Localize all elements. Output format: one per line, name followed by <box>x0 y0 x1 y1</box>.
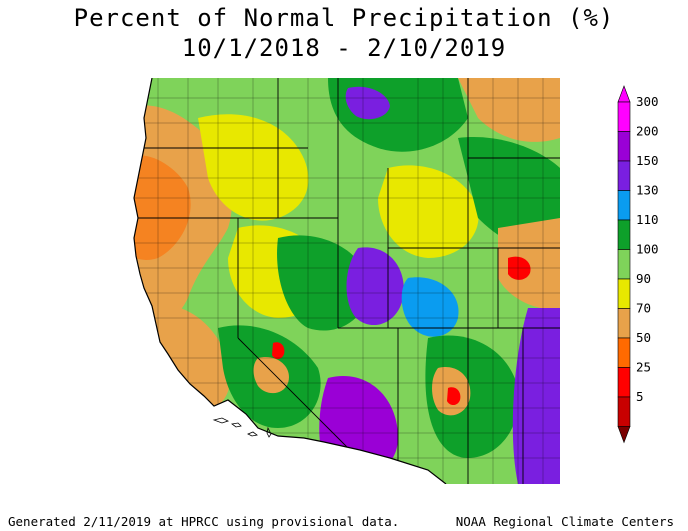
legend-label-5: 5 <box>636 389 644 404</box>
region-utah-purple <box>346 247 404 326</box>
legend-swatch-90 <box>617 278 631 309</box>
legend-swatch-200 <box>617 131 631 162</box>
region-wyoming-yellow <box>378 165 479 258</box>
legend-swatch-70 <box>617 308 631 339</box>
region-montana-purple <box>345 86 390 120</box>
legend-swatch-300 <box>617 101 631 132</box>
legend-label-25: 25 <box>636 360 651 375</box>
legend-bottom-arrow <box>617 426 631 444</box>
region-great-basin-green <box>277 235 369 331</box>
legend-label-110: 110 <box>636 212 659 227</box>
legend-swatch-5 <box>617 396 631 427</box>
region-nebraska-tan <box>498 218 560 309</box>
legend-label-90: 90 <box>636 271 651 286</box>
legend-label-100: 100 <box>636 242 659 257</box>
legend-label-130: 130 <box>636 183 659 198</box>
region-eastmontana-tan <box>458 78 560 142</box>
region-southwest-tan <box>253 357 289 394</box>
legend-colorbar <box>617 85 631 444</box>
generated-note: Generated 2/11/2019 at HPRCC using provi… <box>8 514 400 529</box>
color-legend: 300 200 150 130 110 100 90 70 50 25 5 <box>617 85 659 444</box>
region-colorado-blue <box>401 277 459 337</box>
region-nm-red <box>447 387 461 406</box>
region-kansas-orange <box>508 256 531 280</box>
legend-swatch-25 <box>617 367 631 398</box>
legend-label-150: 150 <box>636 153 659 168</box>
legend-label-50: 50 <box>636 330 651 345</box>
legend-swatch-50 <box>617 337 631 368</box>
county-grid <box>128 78 560 484</box>
legend-label-300: 300 <box>636 94 659 109</box>
legend-label-200: 200 <box>636 124 659 139</box>
coastline <box>133 78 447 484</box>
channel-islands <box>212 417 272 438</box>
source-credit: NOAA Regional Climate Centers <box>455 514 674 529</box>
legend-labels: 300 200 150 130 110 100 90 70 50 25 5 <box>636 94 659 404</box>
region-california-tan <box>148 305 231 408</box>
region-nm-green <box>425 335 519 458</box>
precipitation-map <box>128 78 560 484</box>
legend-swatch-110 <box>617 219 631 250</box>
date-range: 10/1/2018 - 2/10/2019 <box>181 34 507 62</box>
region-idaho-yellow <box>198 114 309 221</box>
region-desert-red <box>272 342 285 360</box>
legend-label-70: 70 <box>636 301 651 316</box>
legend-swatch-130 <box>617 190 631 221</box>
region-oregon-orange <box>128 155 191 260</box>
legend-top-arrow <box>617 85 631 103</box>
legend-swatch-150 <box>617 160 631 191</box>
legend-swatch-100 <box>617 249 631 280</box>
land-area <box>128 78 560 484</box>
map-title: Percent of Normal Precipitation (%) <box>73 4 615 32</box>
region-texas-purple <box>512 308 560 484</box>
